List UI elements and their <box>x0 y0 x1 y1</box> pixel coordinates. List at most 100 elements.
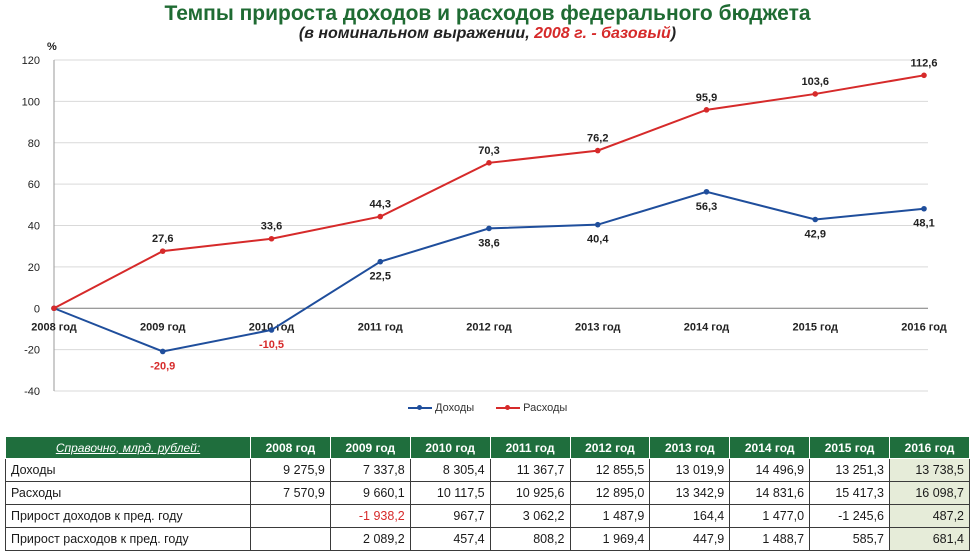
data-point <box>377 213 384 220</box>
table-cell: 8 305,4 <box>409 458 491 482</box>
table-cell: 808,2 <box>489 527 571 551</box>
table-cell: 14 831,6 <box>729 481 811 505</box>
data-label: 33,6 <box>261 221 282 233</box>
data-label: 44,3 <box>370 199 391 211</box>
table-cell: 487,2 <box>889 504 970 528</box>
y-tick-label: 100 <box>22 96 40 108</box>
table-cell: 2 089,2 <box>329 527 411 551</box>
y-tick-label: 20 <box>28 262 40 274</box>
y-axis-unit-label: % <box>47 41 57 53</box>
table-column-header: 2016 год <box>889 436 970 459</box>
table-cell: 13 251,3 <box>809 458 890 482</box>
table-cell: 1 969,4 <box>569 527 651 551</box>
table-row: Доходы 9 275,9 7 337,8 8 305,4 11 367,7 12 85… <box>5 458 970 482</box>
reference-table: Справочно, млрд. рублей: 2008 год 2009 го… <box>5 436 970 551</box>
x-tick-label: 2009 год <box>140 321 186 333</box>
subtitle-base-year: 2008 г. - базовый <box>534 25 671 42</box>
table-header-row: Справочно, млрд. рублей: 2008 год 2009 го… <box>5 436 970 459</box>
data-point <box>268 327 275 333</box>
y-tick-label: 0 <box>34 303 40 315</box>
line-chart: -40 -20 0 20 40 60 80 100 120% 2008 год 2009 год 2… <box>22 41 947 398</box>
y-axis: -40 -20 0 20 40 60 80 100 120% <box>22 41 57 398</box>
data-point <box>594 147 601 154</box>
x-tick-label: 2008 год <box>31 321 77 333</box>
data-point <box>812 216 819 223</box>
table-column-header: 2009 год <box>329 436 411 459</box>
y-tick-label: 80 <box>28 138 40 150</box>
data-point <box>51 305 57 312</box>
chart-series <box>51 72 927 355</box>
legend-swatch-income <box>408 405 432 410</box>
legend-swatch-expense <box>496 405 521 410</box>
data-labels: -20,9 -10,5 22,5 38,6 40,4 56,3 42,9 48,1 27,6 33… <box>150 57 937 372</box>
table-column-header: 2010 год <box>409 436 491 459</box>
x-tick-label: 2012 год <box>466 321 512 333</box>
table-column-header: 2011 год <box>489 436 571 459</box>
table-cell: 1 488,7 <box>729 527 811 551</box>
chart-title: Темпы прироста доходов и расходов федера… <box>164 2 811 25</box>
data-point <box>159 248 166 254</box>
data-label: 70,3 <box>478 145 499 157</box>
x-tick-label: 2014 год <box>684 321 730 333</box>
data-label: 22,5 <box>370 271 391 283</box>
legend-item-expense: Расходы <box>496 402 567 414</box>
table-column-header: 2013 год <box>649 436 731 459</box>
table-cell: 15 417,3 <box>809 481 890 505</box>
y-tick-label: 120 <box>22 55 40 67</box>
data-label: 48,1 <box>913 218 934 230</box>
table-cell <box>250 504 331 528</box>
table-cell: 967,7 <box>409 504 491 528</box>
table-cell: 16 098,7 <box>889 481 970 505</box>
legend-label-income: Доходы <box>435 402 475 414</box>
y-tick-label: 40 <box>28 221 40 233</box>
subtitle-suffix: ) <box>670 25 677 42</box>
table-row-label: Прирост доходов к пред. году <box>5 504 251 528</box>
data-point <box>377 258 384 265</box>
data-point <box>703 107 710 113</box>
chart-grid <box>54 59 928 392</box>
table-column-header: 2012 год <box>569 436 651 459</box>
data-point <box>703 188 710 195</box>
data-label: 76,2 <box>587 133 608 145</box>
data-label: 112,6 <box>911 57 938 69</box>
table-cell <box>250 527 331 551</box>
data-point <box>268 235 275 242</box>
table-row: Прирост расходов к пред. году 2 089,2 457,… <box>5 527 970 551</box>
table-cell: 585,7 <box>809 527 890 551</box>
table-row: Прирост доходов к пред. году -1 938,2 967,… <box>5 504 970 528</box>
table-row-label: Прирост расходов к пред. году <box>5 527 251 551</box>
table-cell: 9 660,1 <box>329 481 411 505</box>
table-cell: 9 275,9 <box>250 458 331 482</box>
table-header-label: Справочно, млрд. рублей: <box>5 436 251 459</box>
legend-item-income: Доходы <box>408 402 474 414</box>
data-point <box>594 221 601 228</box>
table-cell: 3 062,2 <box>489 504 571 528</box>
table-cell: 7 337,8 <box>329 458 411 482</box>
table-cell: 12 855,5 <box>569 458 651 482</box>
data-label: 40,4 <box>587 234 609 246</box>
table-cell: 1 487,9 <box>569 504 651 528</box>
table-column-header: 2015 год <box>809 436 890 459</box>
table-cell: 1 477,0 <box>729 504 811 528</box>
table-cell: 7 570,9 <box>250 481 331 505</box>
data-point <box>921 205 927 212</box>
table-cell: 12 895,0 <box>569 481 651 505</box>
table-cell: -1 245,6 <box>809 504 890 528</box>
table-body: Доходы 9 275,9 7 337,8 8 305,4 11 367,7 12 85… <box>5 458 970 551</box>
chart-subtitle: (в номинальном выражении, 2008 г. - базо… <box>0 25 975 43</box>
data-label: 103,6 <box>801 76 829 88</box>
table-column-header: 2008 год <box>250 436 331 459</box>
data-label: 95,9 <box>696 92 717 104</box>
x-axis: 2008 год 2009 год 2010 год 2011 год 2012 год… <box>31 307 947 333</box>
table-row: Расходы 7 570,9 9 660,1 10 117,5 10 925,6 12 … <box>5 481 970 505</box>
y-tick-label: -40 <box>24 386 40 398</box>
table-cell: 10 925,6 <box>489 481 571 505</box>
table-column-header: 2014 год <box>729 436 811 459</box>
series-line <box>53 74 925 310</box>
legend-label-expense: Расходы <box>523 402 568 414</box>
data-label: 27,6 <box>152 233 173 245</box>
data-point <box>486 225 492 232</box>
table-cell: 11 367,7 <box>489 458 571 482</box>
table-cell: -1 938,2 <box>329 504 411 528</box>
data-label: 42,9 <box>805 229 826 241</box>
